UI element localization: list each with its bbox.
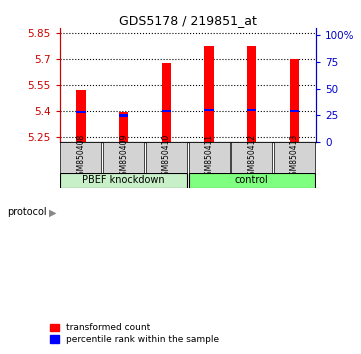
Text: control: control [235,175,269,185]
Bar [204,109,214,111]
Legend: transformed count, percentile rank within the sample: transformed count, percentile rank withi… [48,322,221,346]
FancyBboxPatch shape [60,173,187,188]
Text: GSM850413: GSM850413 [290,134,299,180]
Bar [119,112,129,142]
FancyBboxPatch shape [188,173,315,188]
Text: GSM850409: GSM850409 [119,134,128,180]
FancyBboxPatch shape [103,142,144,173]
Text: PBEF knockdown: PBEF knockdown [82,175,165,185]
FancyBboxPatch shape [231,142,272,173]
Bar [247,109,257,111]
Bar [76,111,86,113]
Text: GSM850412: GSM850412 [247,134,256,180]
FancyBboxPatch shape [188,142,230,173]
Bar [76,90,86,142]
Bar [247,46,257,142]
Title: GDS5178 / 219851_at: GDS5178 / 219851_at [119,14,257,27]
Text: protocol: protocol [7,207,47,217]
Bar [290,110,299,112]
Text: ▶: ▶ [49,207,56,217]
Bar [162,110,171,112]
Bar [162,63,171,142]
Text: GSM850410: GSM850410 [162,134,171,180]
Text: GSM850408: GSM850408 [77,134,86,180]
Bar [204,46,214,142]
Bar [290,59,299,142]
Text: GSM850411: GSM850411 [205,134,214,180]
FancyBboxPatch shape [146,142,187,173]
FancyBboxPatch shape [274,142,315,173]
FancyBboxPatch shape [60,142,101,173]
Bar [119,114,129,116]
